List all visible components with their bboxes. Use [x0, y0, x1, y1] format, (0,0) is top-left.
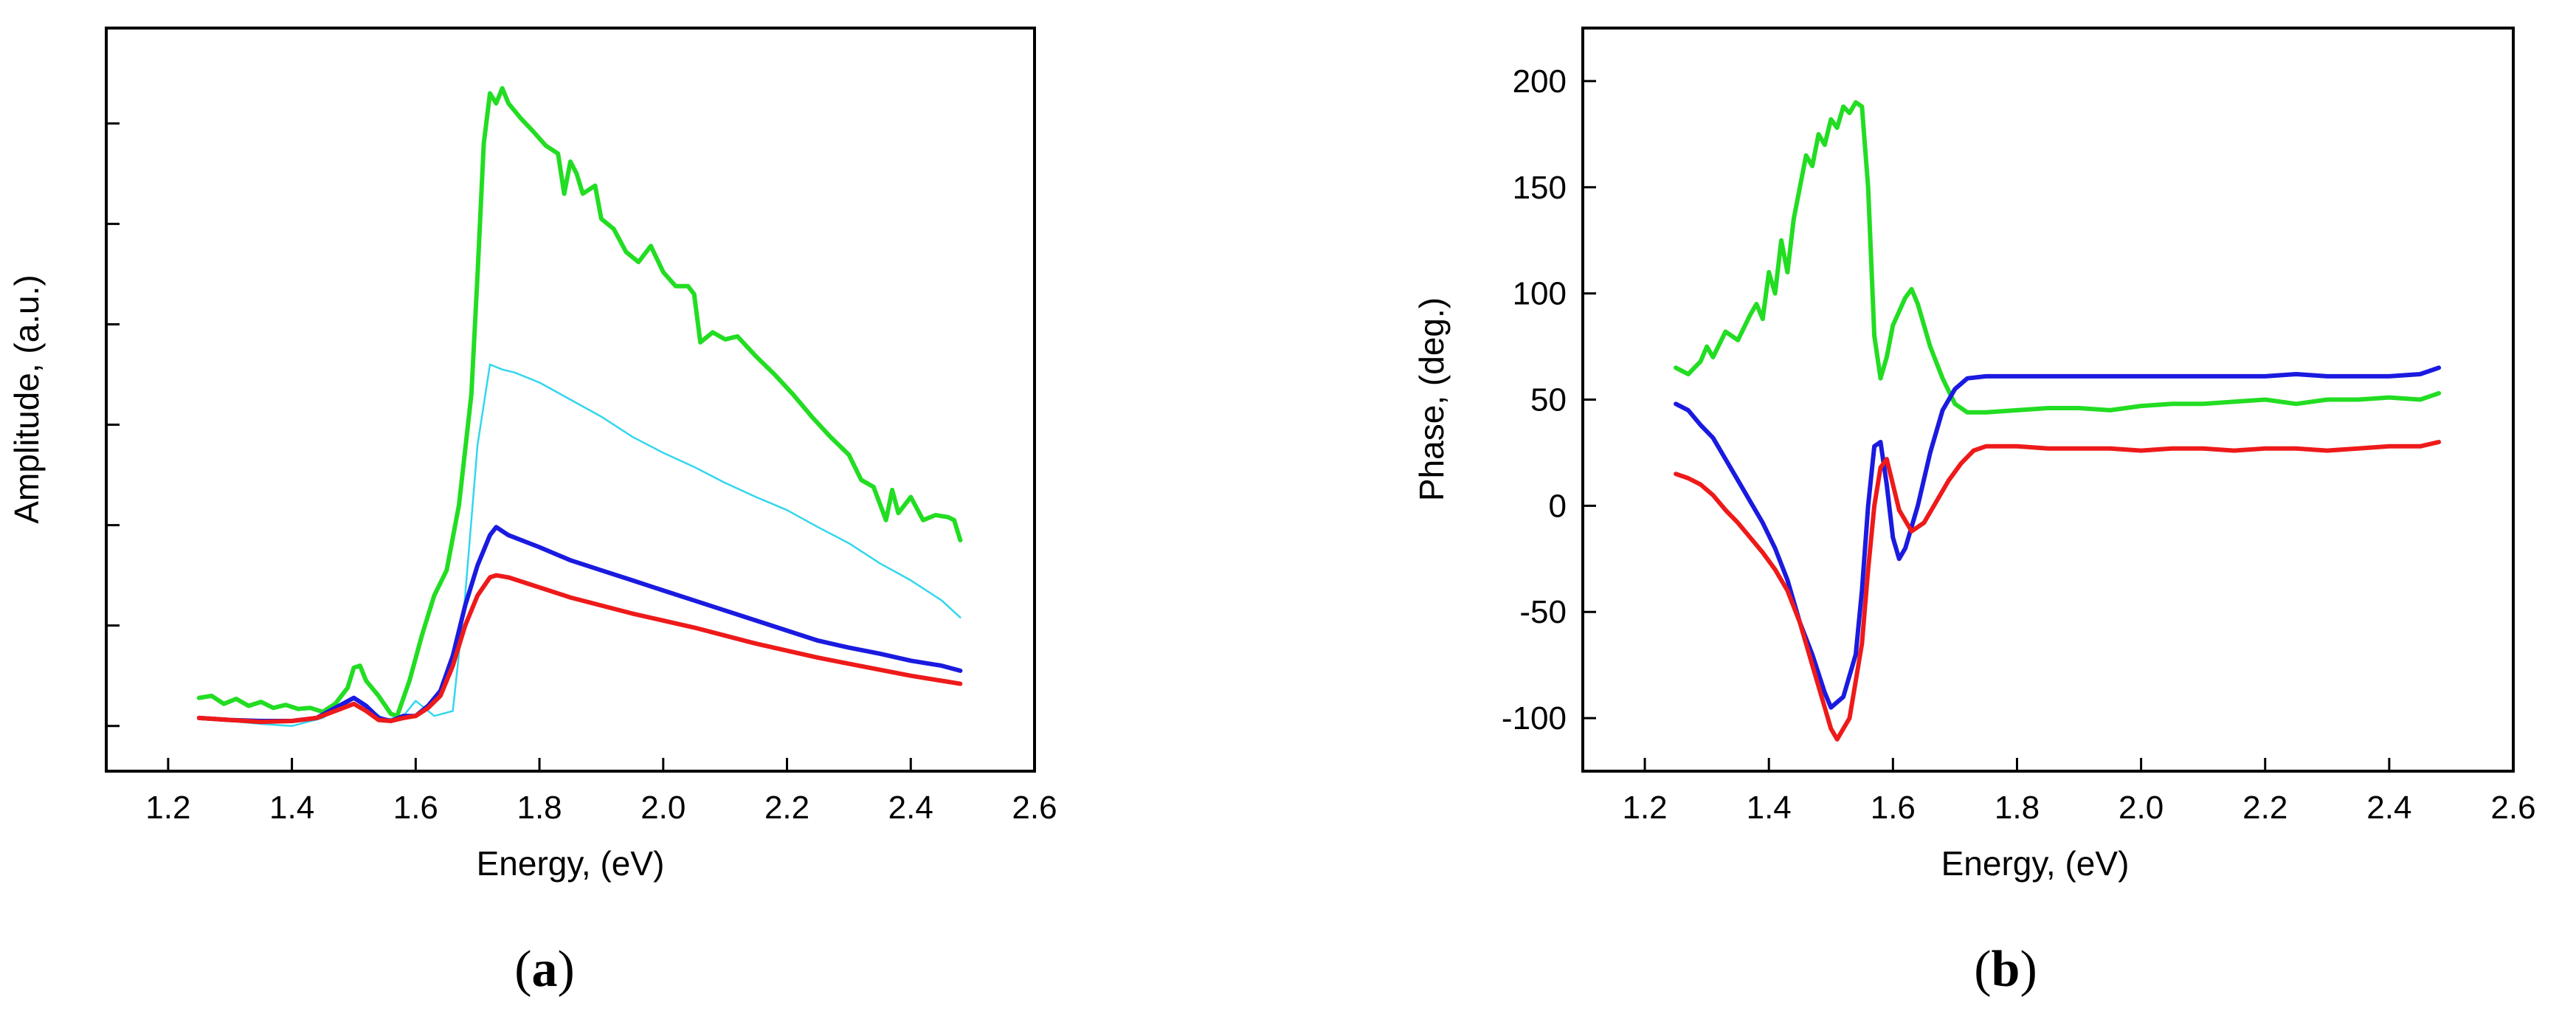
x-tick-label-a-7: 2.6: [1012, 790, 1057, 826]
x-tick-label-b-7: 2.6: [2490, 790, 2535, 826]
panel-label-b-open: (: [1974, 941, 1991, 998]
panel-label-a: (a): [514, 941, 575, 998]
series-group-b: [1674, 100, 2442, 742]
series-line-b-blue: [1674, 365, 2442, 710]
plot-frame-a: [105, 27, 1036, 773]
y-tick-label-b-0: -100: [1502, 700, 1567, 736]
series-line-a-cyan: [198, 363, 961, 728]
x-ticks-b: 1.2 1.4 1.6 1.8 2.0 2.2 2.4 2.6: [1622, 758, 2536, 826]
panel-label-a-letter: a: [532, 941, 558, 998]
x-axis-label-a: Energy, (eV): [477, 844, 665, 883]
y-tick-label-b-1: -50: [1519, 594, 1567, 630]
x-tick-label-b-2: 1.6: [1871, 790, 1916, 826]
x-tick-label-b-6: 2.4: [2366, 790, 2411, 826]
panel-label-b-letter: b: [1992, 941, 2020, 998]
x-tick-label-b-5: 2.2: [2242, 790, 2287, 826]
y-tick-label-b-5: 150: [1513, 170, 1567, 206]
y-tick-label-b-3: 50: [1530, 382, 1567, 418]
x-tick-label-b-3: 1.8: [1995, 790, 2040, 826]
panel-label-a-open: (: [514, 941, 531, 998]
y-ticks-b: -100 -50 0 50 100 150 200: [1502, 63, 1596, 736]
x-tick-label-b-0: 1.2: [1622, 790, 1667, 826]
series-group-a: [196, 86, 963, 728]
x-tick-label-b-4: 2.0: [2119, 790, 2164, 826]
y-tick-label-b-6: 200: [1513, 63, 1567, 100]
x-tick-label-b-1: 1.4: [1747, 790, 1792, 826]
phase-chart: -100 -50 0 50 100 150 200 1.2 1.4 1.6 1.8 2.0 2.2 2.…: [1412, 27, 2536, 998]
y-tick-label-b-4: 100: [1513, 276, 1567, 312]
series-line-a-green: [196, 86, 963, 719]
series-line-a-red: [196, 573, 963, 725]
y-ticks-a: [106, 122, 120, 728]
x-tick-label-a-1: 1.4: [269, 790, 314, 826]
y-axis-label-b: Phase, (deg.): [1412, 297, 1451, 501]
x-axis-label-b: Energy, (eV): [1941, 844, 2130, 883]
x-tick-label-a-3: 1.8: [517, 790, 562, 826]
x-tick-label-a-5: 2.2: [764, 790, 809, 826]
series-line-b-red: [1674, 440, 2442, 742]
x-tick-label-a-0: 1.2: [145, 790, 190, 826]
y-axis-label-a: Amplitude, (a.u.): [7, 275, 46, 523]
x-tick-label-a-2: 1.6: [393, 790, 438, 826]
x-tick-label-a-4: 2.0: [640, 790, 686, 826]
amplitude-chart: 1.2 1.4 1.6 1.8 2.0 2.2 2.4 2.6 Energy, (eV) Am…: [7, 27, 1057, 998]
series-line-b-green: [1674, 100, 2442, 415]
series-line-a-blue: [196, 525, 963, 723]
x-ticks-a: 1.2 1.4 1.6 1.8 2.0 2.2 2.4 2.6: [145, 758, 1057, 826]
y-tick-label-b-2: 0: [1549, 488, 1567, 524]
panel-label-a-close: ): [558, 941, 575, 998]
panel-label-b: (b): [1974, 941, 2037, 998]
x-tick-label-a-6: 2.4: [888, 790, 933, 826]
panel-label-b-close: ): [2020, 941, 2037, 998]
